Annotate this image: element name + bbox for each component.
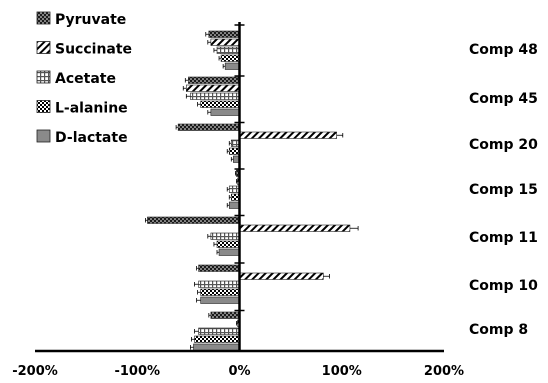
category-label-comp-10: Comp 10 [469, 278, 538, 294]
error-bar-comp-48-l-alanine [218, 56, 222, 61]
legend-item-l-alanine: L-alanine [36, 100, 128, 117]
error-bar-comp-11-pyruvate [145, 218, 148, 223]
error-bar-comp-20-acetate [228, 141, 232, 146]
error-bar-comp-10-d-lactate [196, 298, 201, 303]
legend-swatch [36, 70, 51, 84]
category-label-comp-20: Comp 20 [469, 137, 538, 153]
legend-label: Succinate [55, 42, 132, 58]
legend-swatch [36, 129, 51, 143]
error-bar-comp-20-pyruvate [175, 125, 179, 130]
error-bar-comp-15-pyruvate [235, 171, 237, 176]
bars [145, 30, 359, 351]
error-bar-comp-45-pyruvate [184, 78, 189, 83]
bar-comp-45-d-lactate [210, 108, 240, 116]
legend-swatch [36, 100, 51, 113]
bar-comp-45-succinate [186, 84, 240, 92]
bar-comp-48-succinate [210, 38, 240, 46]
bar-comp-8-acetate [198, 327, 240, 335]
error-bar-comp-45-acetate [185, 94, 191, 99]
axes [35, 22, 444, 353]
bar-comp-48-d-lactate [224, 62, 240, 70]
x-tick-label: 100% [322, 364, 362, 379]
error-bar-comp-10-succinate [323, 274, 330, 279]
bar-comp-11-pyruvate [147, 216, 240, 224]
error-bar-comp-8-acetate [194, 329, 199, 334]
bar-comp-11-d-lactate [218, 248, 240, 256]
bar-comp-8-d-lactate [193, 343, 240, 351]
category-label-comp-45: Comp 45 [469, 91, 538, 107]
category-label-comp-8: Comp 8 [469, 322, 528, 338]
legend: Pyruvate Succinate Acetate L-alanine D-lacta… [36, 11, 132, 146]
error-bar-comp-15-d-lactate [226, 203, 230, 208]
legend-swatch [36, 11, 51, 25]
category-labels: Comp 48 Comp 45 Comp 20 Comp 15 Comp 11 Comp … [469, 42, 538, 338]
bar-comp-48-l-alanine [220, 54, 240, 62]
bar-comp-15-acetate [228, 185, 240, 193]
error-bar-comp-11-acetate [207, 234, 211, 239]
bar-comp-11-l-alanine [216, 240, 240, 248]
legend-item-d-lactate: D-lactate [36, 129, 128, 146]
bar-comp-10-succinate [239, 272, 324, 280]
bar-comp-20-pyruvate [177, 123, 240, 131]
x-tick-label: 200% [424, 364, 464, 379]
category-label-comp-11: Comp 11 [469, 230, 538, 246]
bar-comp-48-pyruvate [208, 30, 240, 38]
bar-comp-48-acetate [216, 46, 240, 54]
category-label-comp-48: Comp 48 [469, 42, 538, 58]
error-bar-comp-11-l-alanine [213, 242, 218, 247]
bar-comp-45-pyruvate [188, 76, 240, 84]
x-tick-label: 0% [228, 364, 250, 379]
error-bar-comp-48-succinate [207, 40, 211, 45]
error-bar-comp-8-pyruvate [208, 313, 211, 318]
error-bar-comp-10-l-alanine [197, 290, 201, 295]
legend-label: D-lactate [55, 130, 128, 146]
legend-item-pyruvate: Pyruvate [36, 11, 126, 28]
x-tick-label: -100% [114, 364, 160, 379]
error-bar-comp-48-d-lactate [222, 64, 226, 69]
bar-comp-11-acetate [210, 232, 240, 240]
error-bar-comp-45-succinate [182, 86, 187, 91]
error-bar-comp-45-l-alanine [197, 102, 201, 107]
error-bar-comp-11-succinate [349, 226, 359, 231]
error-bar-comp-8-d-lactate [190, 345, 194, 350]
error-bar-comp-10-pyruvate [196, 266, 199, 271]
tick-labels: -200% -100% 0% 100% 200% [12, 364, 464, 379]
error-bar-comp-8-l-alanine [191, 337, 195, 342]
bar-comp-20-succinate [239, 131, 337, 139]
error-bar-comp-45-d-lactate [207, 110, 211, 115]
error-bar-comp-20-l-alanine [226, 149, 230, 154]
bar-comp-10-d-lactate [200, 296, 240, 304]
bar-comp-8-l-alanine [194, 335, 240, 343]
legend-swatch [36, 41, 51, 54]
bar-comp-15-d-lactate [228, 201, 240, 209]
error-bar-comp-15-acetate [226, 187, 230, 192]
legend-label: Acetate [55, 71, 116, 87]
error-bar-comp-20-succinate [336, 133, 344, 138]
legend-item-acetate: Acetate [36, 70, 116, 87]
bar-comp-10-acetate [198, 280, 240, 288]
bar-comp-10-l-alanine [200, 288, 240, 296]
error-bar-comp-15-l-alanine [228, 195, 232, 200]
error-bar-comp-48-pyruvate [205, 32, 209, 37]
x-tick-label: -200% [12, 364, 58, 379]
error-bar-comp-15-succinate [236, 179, 238, 184]
error-bar-comp-48-acetate [213, 48, 218, 53]
error-bar-comp-10-acetate [194, 282, 199, 287]
error-bar-comp-8-succinate [236, 321, 238, 326]
error-bar-comp-20-d-lactate [230, 157, 234, 162]
bar-comp-20-l-alanine [228, 147, 240, 155]
legend-label: Pyruvate [55, 12, 126, 28]
legend-item-succinate: Succinate [36, 41, 132, 58]
bar-comp-45-l-alanine [200, 100, 240, 108]
bar-comp-45-acetate [190, 92, 240, 100]
error-bar-comp-11-d-lactate [216, 250, 220, 255]
bar-comp-11-succinate [239, 224, 351, 232]
category-label-comp-15: Comp 15 [469, 182, 538, 198]
legend-label: L-alanine [55, 101, 128, 117]
bar-comp-10-pyruvate [198, 264, 240, 272]
bar-comp-8-pyruvate [210, 311, 240, 319]
